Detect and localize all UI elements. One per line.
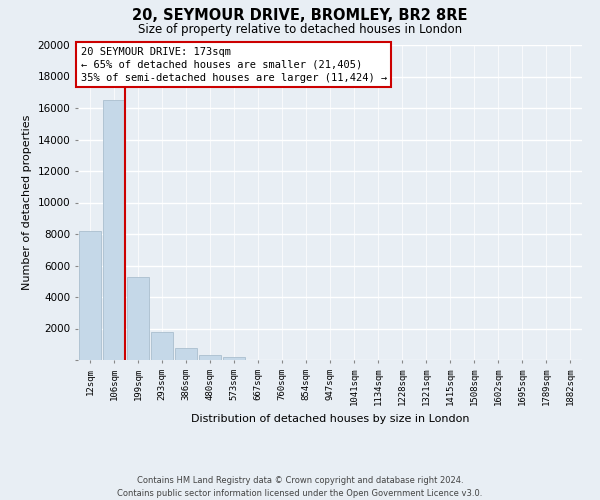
Text: Contains HM Land Registry data © Crown copyright and database right 2024.
Contai: Contains HM Land Registry data © Crown c…	[118, 476, 482, 498]
Bar	[127, 276, 149, 360]
Text: Size of property relative to detached houses in London: Size of property relative to detached ho…	[138, 22, 462, 36]
Text: 20 SEYMOUR DRIVE: 173sqm
← 65% of detached houses are smaller (21,405)
35% of se: 20 SEYMOUR DRIVE: 173sqm ← 65% of detach…	[80, 46, 387, 83]
Bar	[199, 356, 221, 360]
X-axis label: Distribution of detached houses by size in London: Distribution of detached houses by size …	[191, 414, 469, 424]
Y-axis label: Number of detached properties: Number of detached properties	[22, 115, 32, 290]
Bar	[151, 332, 173, 360]
Bar	[103, 100, 125, 360]
Bar	[175, 348, 197, 360]
Bar	[223, 357, 245, 360]
Text: 20, SEYMOUR DRIVE, BROMLEY, BR2 8RE: 20, SEYMOUR DRIVE, BROMLEY, BR2 8RE	[132, 8, 468, 22]
Bar	[79, 231, 101, 360]
